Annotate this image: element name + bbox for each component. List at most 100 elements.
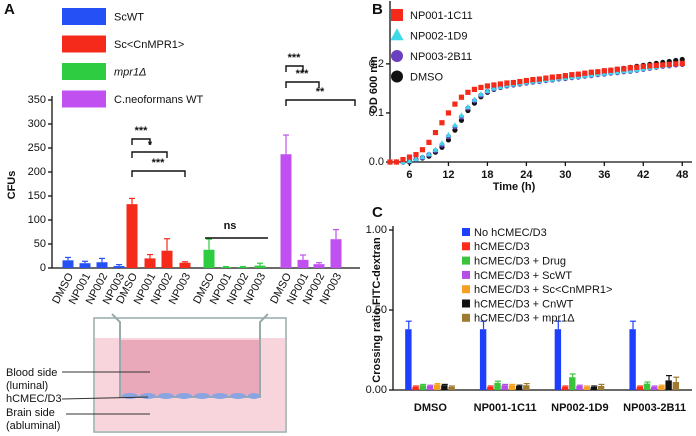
bar	[487, 386, 494, 390]
y-tick-label: 0.2	[369, 58, 384, 70]
y-tick-label: 150	[28, 190, 46, 202]
marker	[478, 84, 484, 91]
bar	[412, 386, 419, 390]
bar	[494, 382, 501, 390]
marker	[393, 159, 400, 165]
marker	[679, 60, 685, 66]
error-bar	[562, 385, 569, 387]
bar	[237, 267, 249, 268]
marker	[491, 82, 497, 88]
marker	[406, 157, 413, 164]
y-tick-label: 300	[28, 118, 46, 130]
bar	[501, 385, 508, 390]
bar	[583, 386, 590, 390]
marker	[458, 112, 465, 118]
legend-label: hCMEC/D3	[474, 241, 530, 253]
marker	[523, 77, 529, 84]
x-tick-label: 6	[406, 169, 412, 181]
x-tick-label: 18	[481, 169, 493, 181]
brain-side-label: (abluminal)	[6, 420, 60, 432]
marker	[432, 129, 439, 136]
marker	[601, 68, 607, 74]
marker	[549, 74, 555, 80]
bar	[576, 386, 583, 390]
legend-label: NP001-1C11	[410, 10, 473, 22]
legend-swatch	[462, 285, 470, 294]
medium-upper	[120, 340, 260, 397]
bar	[554, 329, 562, 390]
x-tick-label: 30	[559, 169, 571, 181]
y-tick-label: 50	[34, 238, 46, 250]
significance-bracket	[285, 65, 304, 72]
marker	[556, 74, 562, 80]
brain-side-label: Brain side	[6, 407, 55, 419]
bar	[79, 263, 91, 268]
error-bar	[434, 383, 441, 385]
pointer-arrows	[61, 371, 150, 415]
error-bar	[569, 373, 576, 378]
marker	[530, 76, 536, 83]
marker	[627, 65, 633, 71]
legend-swatch	[462, 313, 470, 322]
x-tick-label: 36	[598, 169, 610, 181]
marker	[543, 75, 549, 81]
x-axis-label: Time (h)	[493, 181, 536, 193]
error-bar	[480, 320, 487, 330]
y-tick-label: 250	[28, 142, 46, 154]
error-bar	[65, 256, 71, 261]
error-bar	[441, 383, 448, 386]
marker	[673, 61, 679, 67]
error-bar	[523, 383, 530, 386]
error-bar	[487, 385, 494, 387]
marker	[660, 62, 666, 68]
error-bar	[147, 253, 153, 259]
significance-bracket	[131, 170, 186, 177]
y-tick-label: 100	[28, 214, 46, 226]
significance-label: ***	[296, 68, 310, 80]
significance-label: ***	[152, 157, 166, 169]
error-bar	[502, 383, 509, 386]
bar	[330, 239, 342, 268]
error-bar	[516, 384, 523, 386]
bar	[672, 382, 680, 390]
legend-swatch	[62, 90, 106, 108]
error-bar	[420, 383, 427, 386]
bar	[62, 260, 74, 268]
marker	[439, 120, 445, 126]
error-bar	[257, 262, 263, 266]
significance-label: ***	[135, 125, 149, 137]
panel-label: C	[372, 204, 383, 221]
bar	[569, 377, 576, 390]
legend-swatch	[62, 63, 106, 80]
legend-marker	[391, 9, 403, 21]
bar	[597, 386, 605, 390]
marker	[504, 80, 510, 86]
error-bar	[316, 262, 322, 265]
y-tick-label: 1.00	[366, 224, 387, 236]
error-bar	[182, 261, 188, 263]
marker	[406, 154, 413, 160]
significance-label: *	[148, 139, 153, 151]
marker	[510, 79, 516, 86]
marker	[640, 63, 646, 69]
y-tick-label: 0.0	[369, 156, 384, 168]
error-bar	[673, 376, 680, 382]
marker	[471, 86, 478, 92]
error-bar	[333, 229, 339, 240]
marker	[419, 147, 426, 153]
marker	[497, 81, 504, 87]
x-tick-label: DMSO	[414, 402, 447, 414]
error-bar	[300, 254, 306, 260]
bar	[96, 262, 108, 268]
marker	[614, 66, 620, 72]
significance-label: ***	[288, 52, 302, 64]
y-tick-label: 0.00	[366, 384, 387, 396]
bar	[426, 386, 434, 390]
marker	[536, 76, 542, 82]
y-axis-label: Crossing ratio FITC-dextran	[371, 237, 383, 383]
bar	[561, 386, 569, 390]
marker	[387, 159, 393, 165]
legend-label: NP003-2B11	[410, 51, 472, 63]
marker	[426, 139, 432, 145]
marker	[484, 87, 491, 93]
